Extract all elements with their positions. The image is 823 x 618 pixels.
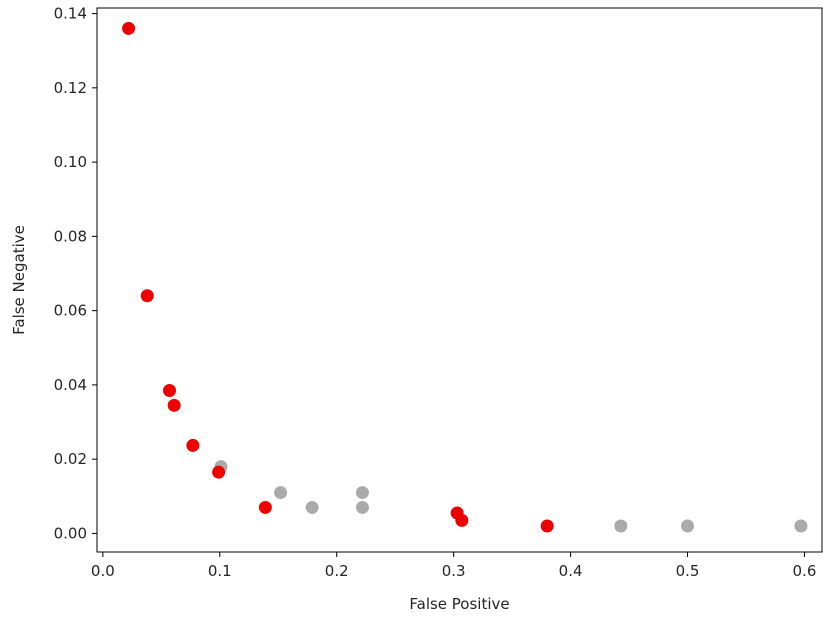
- y-axis-title: False Negative: [10, 225, 28, 335]
- x-tick-label: 0.6: [793, 562, 817, 580]
- y-tick-label: 0.10: [54, 153, 87, 171]
- scatter-point: [355, 500, 369, 514]
- y-tick-label: 0.14: [54, 5, 87, 23]
- x-tick-label: 0.1: [208, 562, 232, 580]
- y-tick-label: 0.06: [54, 302, 87, 320]
- scatter-point: [163, 383, 176, 397]
- plot-frame: [96, 7, 823, 553]
- x-tick-label: 0.4: [559, 562, 583, 580]
- scatter-point: [274, 486, 288, 500]
- scatter-point: [540, 519, 554, 533]
- marks-layer: [122, 21, 808, 533]
- scatter-point: [258, 500, 272, 514]
- x-tick-label: 0.2: [325, 562, 349, 580]
- scatter-point: [212, 465, 226, 479]
- ticks-layer: 0.0 0.1 0.2 0.3 0.4 0.5 0.6 0.00 0.02 0.04 0.06 0.0…: [54, 5, 817, 580]
- y-tick-label: 0.02: [54, 450, 87, 468]
- scatter-point: [305, 500, 319, 514]
- scatter-point: [140, 289, 154, 303]
- scatter-point: [167, 398, 181, 412]
- scatter-point: [355, 486, 369, 500]
- y-tick-label: 0.12: [54, 79, 87, 97]
- x-tick-label: 0.5: [676, 562, 700, 580]
- scatter-point: [122, 21, 136, 35]
- y-tick-label: 0.04: [54, 376, 87, 394]
- scatter-point: [186, 438, 200, 452]
- x-tick-label: 0.0: [91, 562, 115, 580]
- y-tick-label: 0.08: [54, 227, 87, 245]
- scatter-point: [614, 519, 628, 533]
- x-axis-title: False Positive: [409, 595, 509, 613]
- scatter-point: [681, 519, 695, 533]
- scatter-point: [455, 513, 469, 527]
- y-tick-label: 0.00: [54, 524, 87, 542]
- scatter-point: [794, 519, 808, 533]
- x-tick-label: 0.3: [442, 562, 466, 580]
